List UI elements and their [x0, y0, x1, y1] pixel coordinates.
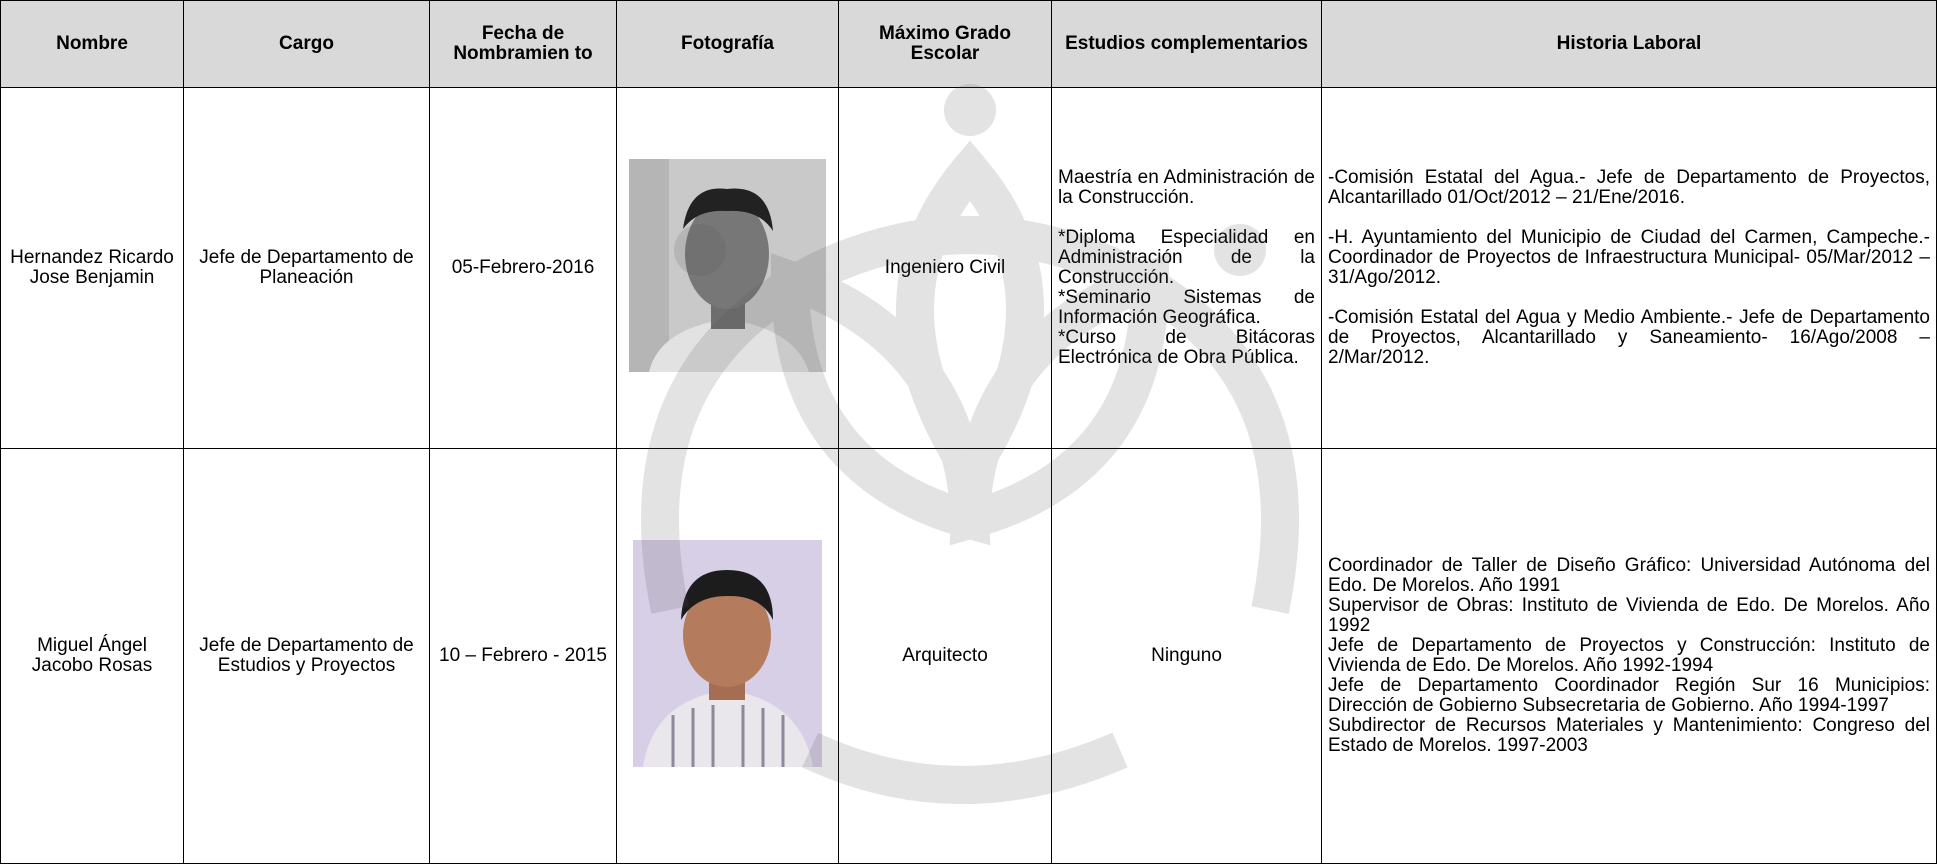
studies-item: *Diploma Especialidad en Administración …	[1058, 227, 1315, 288]
header-cell: Máximo Grado Escolar	[838, 0, 1052, 88]
degree-cell: Arquitecto	[838, 448, 1052, 864]
history-cell: -Comisión Estatal del Agua.- Jefe de Dep…	[1321, 87, 1937, 449]
date-cell: 10 – Febrero - 2015	[429, 448, 617, 864]
history-item: -H. Ayuntamiento del Municipio de Ciudad…	[1328, 227, 1930, 288]
position-cell: Jefe de Departamento de Planeación	[183, 87, 430, 449]
row: Hernandez Ricardo Jose Benjamin Jefe de …	[0, 87, 1937, 449]
photo-cell	[616, 448, 839, 864]
history-item: -Comisión Estatal del Agua.- Jefe de Dep…	[1328, 167, 1930, 208]
photo	[629, 159, 826, 372]
name-cell: Hernandez Ricardo Jose Benjamin	[0, 87, 184, 449]
studies-cell: Ninguno	[1051, 448, 1322, 864]
studies-item: *Seminario Sistemas de Información Geogr…	[1058, 287, 1315, 328]
history-item: Coordinador de Taller de Diseño Gráfico:…	[1328, 555, 1930, 596]
photo	[633, 540, 822, 767]
name-cell: Miguel Ángel Jacobo Rosas	[0, 448, 184, 864]
header-cell: Nombre	[0, 0, 184, 88]
history-cell: Coordinador de Taller de Diseño Gráfico:…	[1321, 448, 1937, 864]
history-item: Jefe de Departamento de Proyectos y Cons…	[1328, 635, 1930, 676]
header-cell: Historia Laboral	[1321, 0, 1937, 88]
row: Miguel Ángel Jacobo Rosas Jefe de Depart…	[0, 448, 1937, 864]
history-item: Subdirector de Recursos Materiales y Man…	[1328, 715, 1930, 756]
header-cell: Fecha de Nombramien to	[429, 0, 617, 88]
history-item: Jefe de Departamento Coordinador Región …	[1328, 675, 1930, 716]
studies-cell: Maestría en Administración de la Constru…	[1051, 87, 1322, 449]
header-cell: Fotografía	[616, 0, 839, 88]
position-cell: Jefe de Departamento de Estudios y Proye…	[183, 448, 430, 864]
header-row: Nombre Cargo Fecha de Nombramien to Foto…	[0, 0, 1937, 88]
photo-cell	[616, 87, 839, 449]
history-item: Supervisor de Obras: Instituto de Vivien…	[1328, 595, 1930, 636]
studies-item: Maestría en Administración de la Constru…	[1058, 167, 1315, 208]
date-cell: 05-Febrero-2016	[429, 87, 617, 449]
studies-item: *Curso de Bitácoras Electrónica de Obra …	[1058, 327, 1315, 368]
history-item: -Comisión Estatal del Agua y Medio Ambie…	[1328, 307, 1930, 368]
header-cell: Estudios complementarios	[1051, 0, 1322, 88]
degree-cell: Ingeniero Civil	[838, 87, 1052, 449]
header-cell: Cargo	[183, 0, 430, 88]
